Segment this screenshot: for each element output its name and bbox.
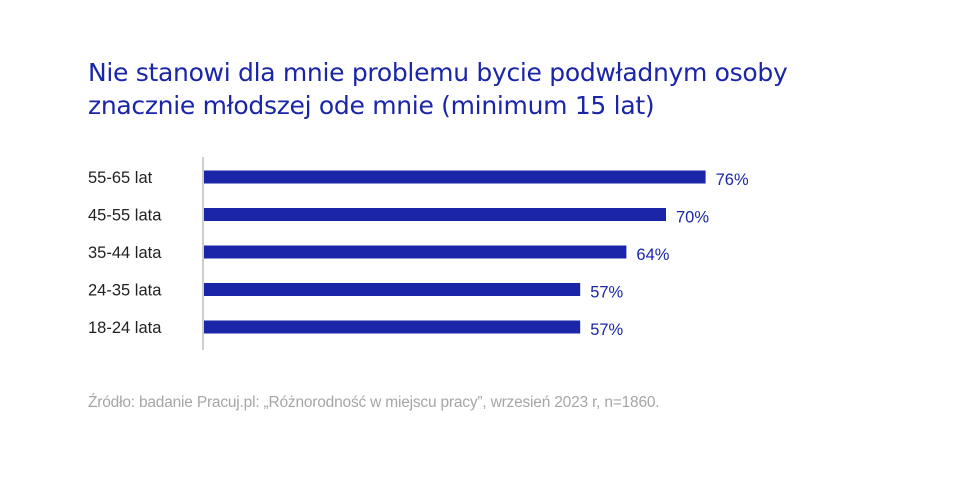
value-label: 70%: [676, 209, 709, 227]
value-label: 76%: [716, 171, 749, 189]
category-label: 55-65 lat: [88, 169, 153, 187]
chart-title-line-2: znacznie młodszej ode mnie (minimum 15 l…: [88, 91, 655, 120]
chart-title: Nie stanowi dla mnie problemu bycie podw…: [88, 56, 888, 122]
value-label: 57%: [590, 284, 623, 302]
source-note: Źródło: badanie Pracuj.pl: „Różnorodność…: [88, 394, 660, 411]
chart-title-line-1: Nie stanowi dla mnie problemu bycie podw…: [88, 58, 788, 87]
category-label: 18-24 lata: [88, 319, 162, 337]
bar: [204, 170, 706, 184]
bar: [204, 245, 627, 259]
value-label: 57%: [590, 321, 623, 339]
bar: [204, 320, 581, 334]
value-label: 64%: [636, 246, 669, 264]
category-label: 24-35 lata: [88, 282, 162, 300]
category-label: 35-44 lata: [88, 244, 162, 262]
category-label: 45-55 lata: [88, 207, 162, 225]
bar: [204, 208, 666, 221]
bar: [204, 283, 581, 296]
bar-chart: 55-65 lat 76% 45-55 lata 70% 35-44 lata 64% 24…: [88, 157, 749, 350]
